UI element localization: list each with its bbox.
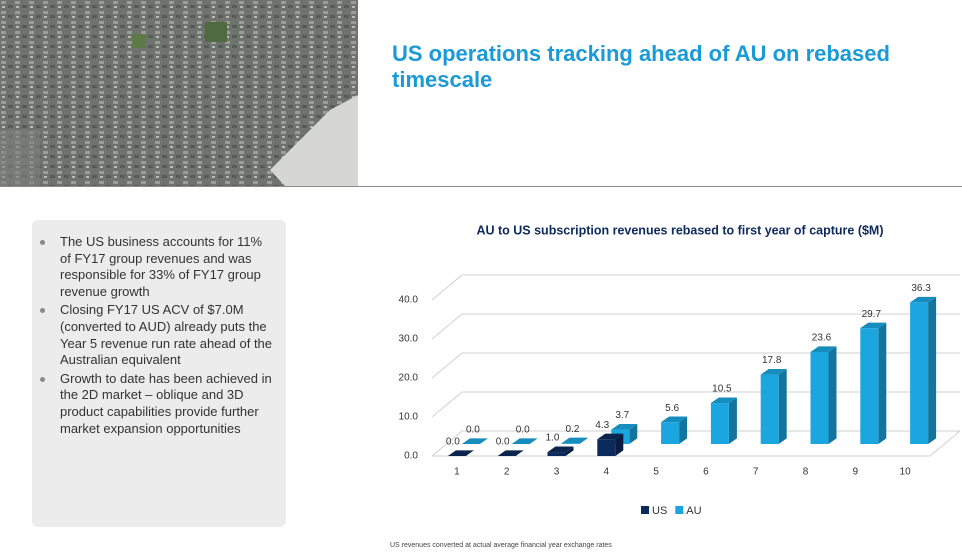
bar-side: [679, 416, 688, 444]
x-tick-label: 8: [803, 467, 809, 478]
bar: [661, 422, 680, 444]
data-label: 10.5: [712, 384, 732, 395]
y-tick-label: 0.0: [404, 451, 418, 462]
bar: [710, 403, 729, 444]
legend-swatch: [641, 506, 649, 514]
data-label: 0.0: [466, 425, 480, 436]
data-label: 36.3: [911, 283, 931, 294]
grid-line: [431, 430, 960, 457]
x-tick-label: 3: [554, 467, 560, 478]
legend-label: US: [652, 505, 667, 517]
data-label: 1.0: [546, 433, 560, 444]
bullet: The US business accounts for 11% of FY17…: [38, 234, 274, 300]
data-label: 0.0: [496, 437, 510, 448]
legend-swatch: [675, 506, 684, 514]
bar: [860, 328, 879, 444]
bar-side: [515, 450, 524, 456]
data-label: 17.8: [762, 355, 782, 366]
bullet-list: The US business accounts for 11% of FY17…: [38, 234, 280, 439]
bar-side: [778, 368, 787, 444]
data-label: 0.0: [446, 437, 460, 448]
aerial-photo: [0, 0, 358, 186]
bar-top: [661, 416, 688, 423]
grid-line: [431, 352, 960, 379]
bar-side: [629, 423, 638, 444]
y-tick-label: 10.0: [399, 412, 419, 423]
bar-top: [511, 438, 538, 444]
bar-top: [597, 433, 624, 440]
chart-title: AU to US subscription revenues rebased t…: [476, 223, 883, 237]
bar-side: [878, 322, 887, 444]
data-label: 3.7: [615, 410, 629, 421]
bar-top: [860, 322, 887, 329]
bar-side: [728, 397, 737, 444]
bar-side: [828, 346, 837, 444]
bar-top: [810, 346, 837, 352]
bar-side: [565, 446, 574, 456]
bar-side: [579, 437, 588, 444]
bar-top: [611, 423, 638, 430]
divider: [0, 186, 962, 187]
footnote: US revenues converted at actual average …: [390, 542, 612, 549]
x-tick-label: 10: [900, 467, 912, 478]
grid-line: [431, 274, 960, 301]
bar-top: [447, 450, 474, 456]
bar: [547, 452, 566, 456]
data-label: 29.7: [862, 309, 882, 320]
x-tick-label: 5: [653, 467, 659, 478]
bar: [810, 351, 829, 444]
data-label: 0.2: [566, 424, 580, 435]
bar: [910, 302, 929, 444]
data-label: 0.0: [516, 425, 530, 436]
bar-top: [760, 368, 787, 375]
x-tick-label: 7: [753, 467, 759, 478]
bar: [597, 439, 616, 456]
bullet: Growth to date has been achieved in the …: [38, 371, 274, 437]
bar-top: [561, 437, 588, 444]
y-tick-label: 20.0: [399, 373, 419, 384]
y-tick-label: 40.0: [399, 295, 419, 306]
x-tick-label: 2: [504, 467, 510, 478]
bar-top: [910, 296, 937, 303]
bullet: Closing FY17 US ACV of $7.0M (converted …: [38, 302, 274, 368]
bar-side: [615, 433, 624, 456]
bar-side: [465, 450, 474, 456]
bar-side: [529, 438, 538, 444]
bar-top: [461, 438, 488, 444]
bar: [760, 374, 779, 444]
bullet-panel: [32, 220, 286, 527]
grid-line: [431, 391, 960, 418]
x-tick-label: 6: [703, 467, 709, 478]
bar-top: [497, 450, 524, 456]
x-tick-label: 1: [454, 467, 460, 478]
x-tick-label: 4: [604, 467, 610, 478]
data-label: 5.6: [665, 403, 679, 414]
bar-top: [547, 446, 574, 453]
data-label: 23.6: [812, 333, 832, 344]
grid-line: [431, 313, 960, 340]
y-tick-label: 30.0: [399, 334, 419, 345]
bar-top: [710, 397, 737, 404]
bar: [561, 443, 580, 444]
bar-side: [928, 296, 937, 444]
floor-edge: [432, 430, 961, 457]
legend-label: AU: [686, 505, 701, 517]
data-label: 4.3: [595, 420, 609, 431]
bar: [611, 429, 630, 444]
slide-title: US operations tracking ahead of AU on re…: [392, 41, 890, 92]
bar-side: [479, 438, 488, 444]
x-tick-label: 9: [853, 467, 859, 478]
